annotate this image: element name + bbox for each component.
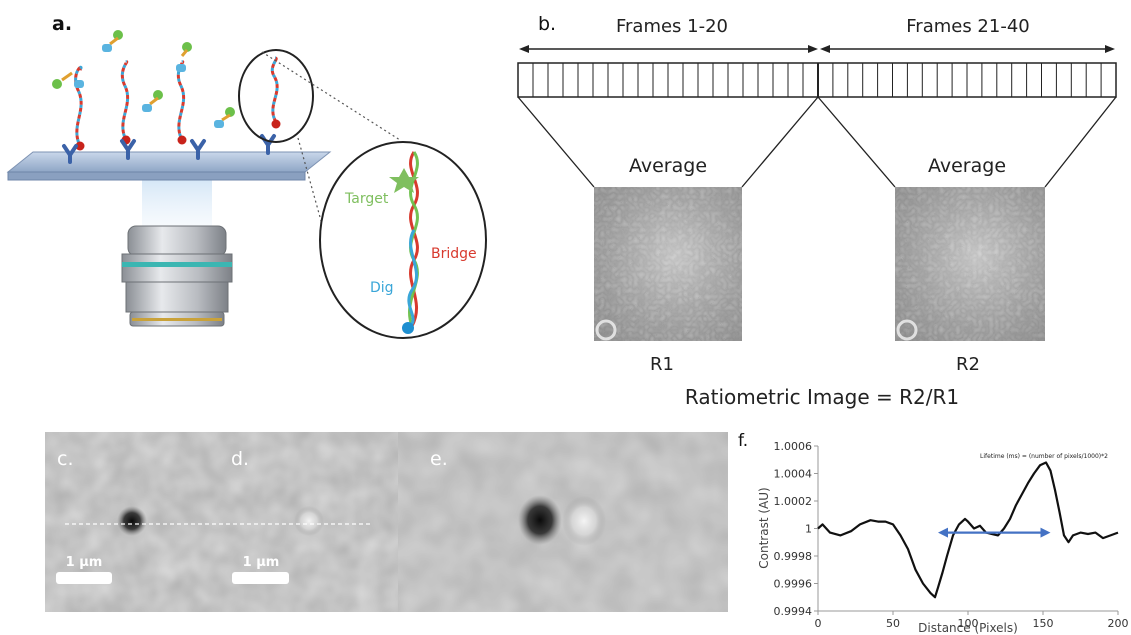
averaged-image-r1	[594, 187, 742, 341]
frames-right-label: Frames 21-40	[906, 16, 1030, 37]
panel-c: c. 1 μm	[45, 432, 221, 612]
x-tick-label: 0	[815, 617, 822, 630]
average-right-label: Average	[928, 155, 1006, 177]
panel-d-label: d.	[231, 448, 249, 470]
x-axis-label: Distance (Pixels)	[918, 621, 1018, 635]
y-tick-label: 1.0004	[774, 468, 813, 481]
r2-label: R2	[956, 354, 980, 375]
scalebar-c	[56, 572, 112, 584]
ratiometric-equation: Ratiometric Image = R2/R1	[685, 385, 959, 409]
panel-e-label: e.	[430, 448, 448, 470]
average-left-label: Average	[629, 155, 707, 177]
y-tick-label: 1.0006	[774, 440, 813, 453]
x-tick-label: 200	[1108, 617, 1129, 630]
chart-annotation: Lifetime (ms) = (number of pixels/1000)*…	[980, 453, 1108, 460]
target-star-icon	[389, 168, 419, 193]
y-tick-label: 1.0002	[774, 495, 813, 508]
frames-left-label: Frames 1-20	[616, 16, 728, 37]
panel-a: a.	[6, 13, 487, 339]
average-funnel-lines	[517, 96, 1117, 188]
light-beam	[142, 178, 212, 230]
panel-f: f. Lifetime (ms) = (number of pixels/100…	[738, 431, 1129, 635]
r1-label: R1	[650, 354, 674, 375]
contrast-chart: 0 50 100 150 200 0.9994 0.9996 0.9998 1 1.0002 1.0…	[774, 440, 1129, 630]
antibodies	[62, 134, 276, 164]
y-axis-label: Contrast (AU)	[757, 487, 771, 568]
panel-c-label: c.	[57, 448, 74, 470]
scalebar-d	[232, 572, 289, 584]
frame-strip	[517, 62, 1117, 98]
lifetime-arrow-head-right	[1040, 527, 1051, 538]
dna-tethers	[74, 56, 279, 147]
y-tick-label: 1	[805, 523, 812, 536]
bright-spot	[294, 506, 324, 536]
inset-label-bridge: Bridge	[431, 246, 477, 262]
tether-3	[176, 60, 186, 141]
panel-b: b. Frames 1-20 Frames 21-40 Average Aver…	[517, 13, 1117, 409]
x-tick-label: 100	[958, 617, 979, 630]
tether-2	[120, 60, 130, 141]
zoom-line-top	[261, 51, 401, 141]
dig-bead-icon	[402, 322, 414, 334]
objective-lens-illustration	[121, 225, 233, 327]
averaged-image-r2	[895, 187, 1045, 341]
glass-slide	[6, 151, 332, 181]
tether-1	[74, 65, 83, 147]
frame-range-arrows	[519, 45, 1115, 53]
dark-spot	[117, 506, 147, 536]
x-tick-label: 50	[886, 617, 900, 630]
y-tick-label: 0.9998	[774, 550, 813, 563]
contrast-series-line	[817, 461, 1119, 599]
inset-magnified: Target Bridge Dig	[319, 141, 487, 339]
panel-f-label: f.	[738, 431, 748, 451]
tether-4	[270, 56, 279, 123]
panel-d: d. 1 μm	[221, 432, 398, 612]
panel-b-label: b.	[538, 13, 556, 35]
panel-e: e.	[398, 432, 728, 612]
bright-spot	[562, 496, 606, 546]
target-molecules	[52, 30, 235, 128]
y-tick-label: 0.9996	[774, 578, 813, 591]
anchor-points	[75, 119, 281, 151]
panel-a-label: a.	[52, 13, 72, 35]
y-tick-label: 0.9994	[774, 605, 813, 618]
scalebar-d-label: 1 μm	[243, 555, 280, 570]
zoom-circle	[238, 49, 314, 143]
inset-label-dig: Dig	[370, 280, 394, 296]
x-tick-label: 150	[1033, 617, 1054, 630]
dark-spot	[518, 495, 562, 545]
scalebar-c-label: 1 μm	[66, 555, 103, 570]
inset-label-target: Target	[344, 191, 389, 207]
lifetime-arrow-head-left	[938, 527, 948, 538]
